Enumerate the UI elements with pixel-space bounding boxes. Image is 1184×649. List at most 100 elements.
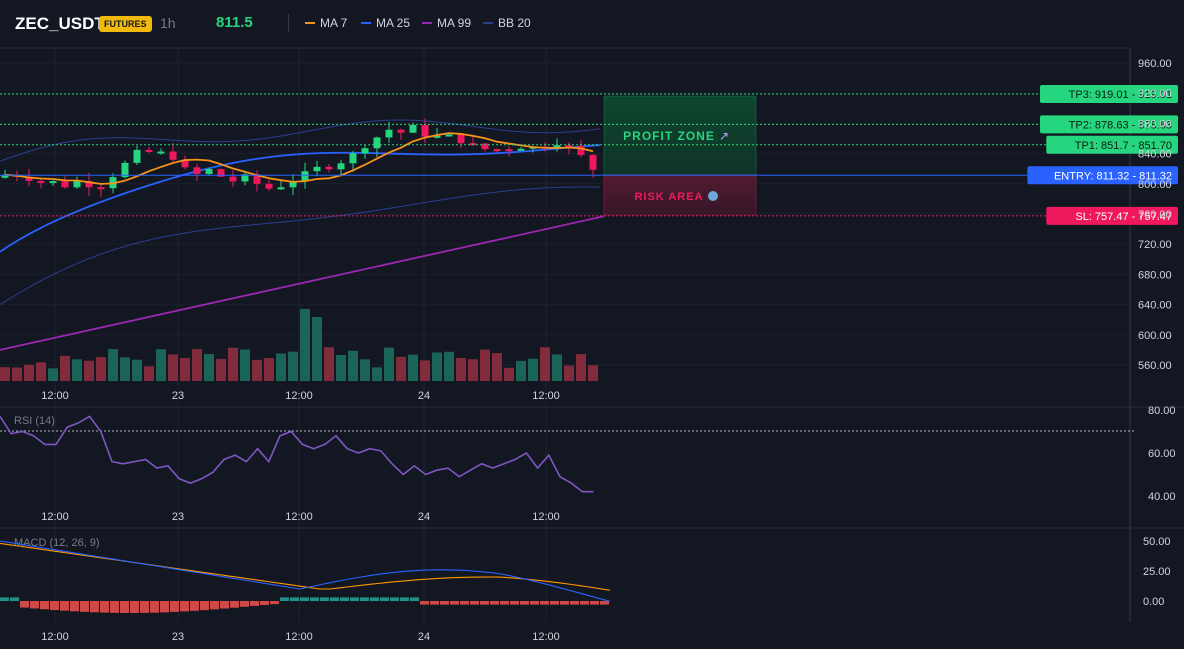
level-text-entry: ENTRY: 811.32 - 811.32 bbox=[1054, 170, 1172, 182]
time-axis-label: 24 bbox=[418, 511, 430, 523]
macd-hist-bar bbox=[490, 601, 499, 605]
volume-bar bbox=[60, 355, 70, 381]
level-text-tp3: TP3: 919.01 - 919.01 bbox=[1069, 89, 1172, 101]
rsi-line bbox=[0, 415, 594, 493]
time-axis-label: 24 bbox=[418, 631, 430, 643]
level-tag-sl[interactable] bbox=[1046, 206, 1178, 225]
macd-hist-bar bbox=[410, 597, 419, 601]
macd-hist-bar bbox=[90, 601, 99, 613]
symbol-label[interactable]: ZEC_USDT bbox=[15, 14, 105, 33]
header-divider bbox=[288, 14, 289, 32]
volume-bar bbox=[276, 353, 286, 381]
macd-hist-bar bbox=[70, 601, 79, 612]
macd-hist-bar bbox=[300, 597, 309, 601]
macd-hist-bar bbox=[310, 597, 319, 601]
trade-levels: TP3: 919.01 - 919.01 TP2: 878.63 - 878.63… bbox=[0, 84, 1178, 225]
candle-body bbox=[481, 143, 489, 150]
volume-bar bbox=[348, 350, 358, 381]
time-axis-label: 12:00 bbox=[41, 631, 69, 643]
volume-bar bbox=[456, 357, 466, 381]
macd-hist-bar bbox=[150, 601, 159, 613]
candle-body bbox=[409, 124, 417, 133]
macd-hist-bar bbox=[350, 597, 359, 601]
legend-bb20[interactable]: BB 20 bbox=[483, 16, 531, 30]
candle-body bbox=[49, 181, 57, 184]
volume-bars bbox=[0, 308, 598, 381]
candle-body bbox=[505, 149, 513, 152]
level-tag-entry[interactable] bbox=[1027, 166, 1178, 185]
legend-bb20-swatch bbox=[483, 22, 493, 24]
macd-title: MACD (12, 26, 9) bbox=[14, 537, 100, 549]
macd-hist-bar bbox=[550, 601, 559, 605]
macd-axis-label: 0.00 bbox=[1143, 596, 1164, 608]
legend-ma25-label: MA 25 bbox=[376, 16, 411, 30]
price-axis[interactable]: 960.00 920.00 880.00 840.00 800.00 760.00 720.… bbox=[1138, 58, 1172, 372]
volume-bar bbox=[180, 358, 190, 381]
macd-histogram bbox=[0, 597, 609, 613]
volume-bar bbox=[324, 347, 334, 381]
legend-ma7-swatch bbox=[305, 22, 315, 24]
candle-body bbox=[349, 153, 357, 164]
volume-bar bbox=[588, 365, 598, 381]
macd-hist-bar bbox=[120, 601, 129, 613]
level-tag-tp2[interactable] bbox=[1040, 115, 1178, 134]
volume-bar bbox=[240, 349, 250, 381]
candle-body bbox=[265, 183, 273, 189]
timeframe-label[interactable]: 1h bbox=[160, 15, 176, 31]
level-tag-tp3[interactable] bbox=[1040, 84, 1178, 103]
rocket-icon: ↗ bbox=[719, 129, 729, 143]
macd-hist-bar bbox=[30, 601, 39, 609]
price-axis-label: 560.00 bbox=[1138, 360, 1172, 372]
volume-bar bbox=[420, 360, 430, 381]
candle-body bbox=[85, 181, 93, 188]
price-axis-label: 720.00 bbox=[1138, 239, 1172, 251]
volume-bar bbox=[492, 353, 502, 381]
legend-ma25-swatch bbox=[361, 22, 371, 24]
candle-body bbox=[313, 166, 321, 172]
macd-hist-bar bbox=[110, 601, 119, 613]
price-axis-label: 960.00 bbox=[1138, 58, 1172, 70]
time-axis-label: 23 bbox=[172, 631, 184, 643]
legend-ma25[interactable]: MA 25 bbox=[361, 16, 410, 30]
candle-body bbox=[589, 154, 597, 170]
macd-hist-bar bbox=[510, 601, 519, 605]
volume-bar bbox=[96, 357, 106, 381]
macd-hist-bar bbox=[530, 601, 539, 605]
macd-hist-bar bbox=[170, 601, 179, 612]
macd-panel[interactable]: MACD (12, 26, 9) 50.00 25.00 0.00 bbox=[0, 536, 1171, 613]
macd-hist-bar bbox=[180, 601, 189, 612]
macd-hist-bar bbox=[520, 601, 529, 605]
volume-bar bbox=[360, 359, 370, 381]
risk-zone-label: RISK AREA bbox=[634, 191, 703, 203]
macd-hist-bar bbox=[60, 601, 69, 611]
volume-bar bbox=[0, 367, 10, 381]
level-tag-tp1[interactable] bbox=[1046, 135, 1178, 154]
volume-bar bbox=[216, 358, 226, 381]
volume-bar bbox=[120, 357, 130, 381]
volume-bar bbox=[552, 354, 562, 381]
candle-body bbox=[229, 176, 237, 182]
candle-body bbox=[145, 149, 153, 152]
volume-bar bbox=[108, 349, 118, 381]
legend-ma99[interactable]: MA 99 bbox=[422, 16, 471, 30]
level-text-sl: SL: 757.47 - 757.47 bbox=[1075, 211, 1172, 223]
ma25-line bbox=[0, 144, 601, 253]
macd-hist-bar bbox=[240, 601, 249, 607]
macd-hist-bar bbox=[440, 601, 449, 605]
legend-ma7[interactable]: MA 7 bbox=[305, 16, 347, 30]
ma7-path bbox=[4, 132, 594, 185]
time-axis-label: 23 bbox=[172, 511, 184, 523]
volume-bar bbox=[540, 347, 550, 381]
macd-hist-bar bbox=[290, 597, 299, 601]
macd-hist-bar bbox=[40, 601, 49, 610]
macd-hist-bar bbox=[500, 601, 509, 605]
volume-bar bbox=[300, 308, 310, 381]
macd-hist-bar bbox=[450, 601, 459, 605]
candle-body bbox=[97, 187, 105, 190]
macd-hist-bar bbox=[400, 597, 409, 601]
rsi-panel[interactable]: RSI (14) 80.00 60.00 40.00 bbox=[0, 405, 1176, 503]
macd-hist-bar bbox=[50, 601, 59, 611]
rsi-axis-label: 40.00 bbox=[1148, 491, 1176, 503]
candle-body bbox=[37, 180, 45, 183]
